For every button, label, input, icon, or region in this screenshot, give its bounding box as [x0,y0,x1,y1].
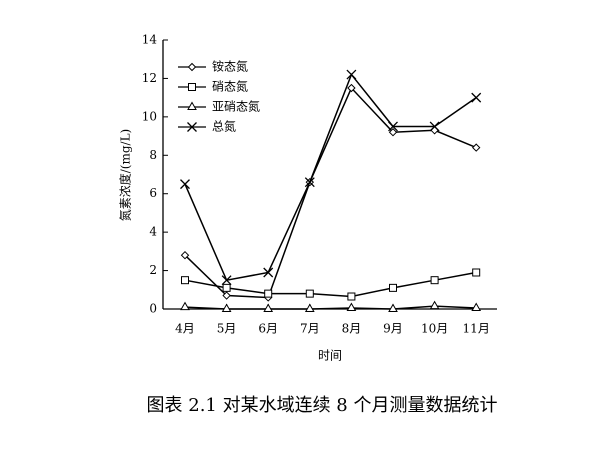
marker [430,126,439,135]
marker [221,303,232,312]
marker [222,291,231,300]
legend-label: 亚硝态氮 [212,99,260,114]
legend-label: 铵态氮 [212,59,248,74]
marker [388,128,398,137]
x-tick-label: 6月 [258,322,278,336]
marker [389,283,397,292]
marker [429,121,440,132]
marker [304,303,315,312]
y-tick-label: 0 [149,302,157,316]
series-line [184,271,477,298]
y-tick-label: 6 [149,186,157,200]
y-tick-label: 2 [149,263,157,277]
x-tick-label: 11月 [463,322,490,336]
y-tick-label: 12 [142,71,157,85]
marker [471,143,481,152]
marker [187,101,197,110]
marker [304,177,315,188]
marker [180,301,190,311]
marker [471,302,482,312]
marker [180,250,190,260]
x-tick-label: 9月 [383,322,403,336]
marker [346,69,357,80]
marker [263,303,274,312]
x-tick-label: 4月 [175,322,195,336]
x-tick-label: 5月 [217,322,237,336]
caption: 图表 2.1 对某水域连续 8 个月测量数据统计 [147,395,498,416]
marker [347,292,356,301]
marker [180,179,190,190]
marker [305,289,314,298]
marker [388,303,398,312]
x-tick-label: 8月 [342,322,362,336]
marker [187,62,197,72]
marker [429,300,440,310]
marker [188,83,196,91]
y-tick-label: 14 [142,33,158,47]
marker [221,275,232,286]
x-tick-label: 10月 [421,322,448,336]
marker [222,283,231,292]
marker [181,276,189,285]
marker [187,122,197,132]
y-tick-label: 4 [149,225,157,239]
marker [347,83,356,93]
legend-label: 硝态氮 [212,79,248,94]
series-line [184,86,477,299]
legend-label: 总氮 [212,119,236,134]
series-line [184,305,477,310]
marker [263,267,274,278]
series-line [184,73,477,282]
y-axis-label: 氮素浓度/(mg/L) [118,129,133,221]
marker [471,92,482,103]
marker [388,121,398,132]
x-axis-label: 时间 [318,349,342,363]
marker [430,276,439,285]
y-tick-label: 10 [142,109,157,123]
x-tick-label: 7月 [300,322,320,336]
marker [472,268,481,277]
marker [346,302,357,312]
y-tick-label: 8 [149,148,157,162]
marker [264,289,273,298]
